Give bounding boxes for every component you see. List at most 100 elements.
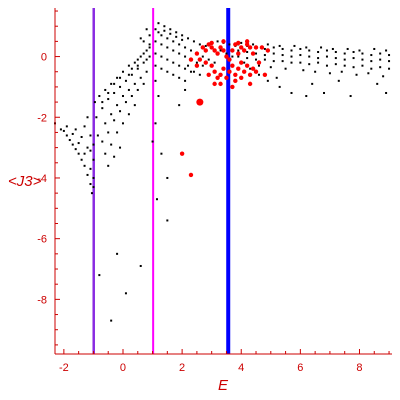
point <box>127 113 130 116</box>
point <box>116 76 119 79</box>
point <box>263 58 266 61</box>
point <box>77 152 80 155</box>
point <box>233 72 238 77</box>
point <box>184 67 187 70</box>
point <box>194 51 200 56</box>
point <box>236 51 241 56</box>
point <box>224 75 229 81</box>
point <box>281 60 284 63</box>
point <box>154 122 157 125</box>
point <box>361 64 364 67</box>
point <box>101 107 104 110</box>
point <box>80 158 83 161</box>
point <box>334 57 337 60</box>
point <box>136 64 139 67</box>
y-ticks: 0 -2 -4 -6 -8 <box>37 10 60 346</box>
point <box>209 63 214 68</box>
point <box>370 67 373 70</box>
point <box>253 69 259 74</box>
point <box>101 101 104 104</box>
point <box>379 52 382 55</box>
point <box>388 54 391 57</box>
point <box>228 43 231 46</box>
point <box>160 67 163 70</box>
point <box>272 52 275 55</box>
point <box>247 72 253 77</box>
point <box>172 73 175 76</box>
point <box>148 34 151 37</box>
point <box>200 45 206 50</box>
point <box>121 70 124 73</box>
point <box>236 40 241 46</box>
point <box>325 64 328 67</box>
point <box>172 40 175 43</box>
point <box>325 55 328 58</box>
point <box>230 48 235 53</box>
point <box>110 113 113 116</box>
point <box>136 88 139 91</box>
x-tick-label: 4 <box>238 362 244 374</box>
point <box>209 40 214 46</box>
point <box>160 152 163 155</box>
point <box>352 66 355 69</box>
point <box>337 79 340 82</box>
point <box>107 98 110 101</box>
point <box>184 88 187 91</box>
point <box>278 85 281 88</box>
point <box>373 47 376 50</box>
point <box>247 45 253 50</box>
point <box>349 95 352 98</box>
point <box>181 34 184 37</box>
point <box>133 82 136 85</box>
point <box>181 38 184 41</box>
point <box>196 98 204 106</box>
point <box>136 67 139 70</box>
point <box>311 82 314 85</box>
point <box>175 31 178 34</box>
point <box>239 45 244 50</box>
point <box>367 72 370 75</box>
point <box>299 61 302 64</box>
point <box>184 46 187 49</box>
x-tick-label: 6 <box>297 362 303 374</box>
point <box>151 140 154 143</box>
point <box>121 122 124 125</box>
point <box>281 54 284 57</box>
point <box>352 57 355 60</box>
point <box>142 61 145 64</box>
point <box>154 79 157 82</box>
point <box>119 110 122 113</box>
series-black-points <box>54 22 391 322</box>
point <box>175 35 178 38</box>
y-axis-label: <J3> <box>8 173 42 190</box>
point <box>206 72 211 77</box>
point <box>130 73 133 76</box>
point <box>80 135 83 138</box>
point <box>166 58 169 61</box>
point <box>246 57 249 60</box>
point <box>194 63 200 68</box>
point <box>178 52 181 55</box>
point <box>376 82 379 85</box>
point <box>113 119 116 122</box>
point <box>142 40 145 43</box>
point <box>83 164 86 167</box>
x-ticks: -2 0 2 4 6 8 <box>59 349 390 374</box>
point <box>259 45 265 50</box>
point <box>139 55 142 58</box>
point <box>154 40 157 43</box>
point <box>305 95 308 98</box>
point <box>379 58 382 61</box>
point <box>139 76 142 79</box>
point <box>224 54 229 59</box>
point <box>136 58 139 61</box>
point <box>148 55 151 58</box>
point <box>305 46 308 49</box>
point <box>299 54 302 57</box>
point <box>323 91 326 94</box>
point <box>231 55 234 58</box>
point <box>145 70 148 73</box>
point <box>201 64 204 67</box>
point <box>166 70 169 73</box>
